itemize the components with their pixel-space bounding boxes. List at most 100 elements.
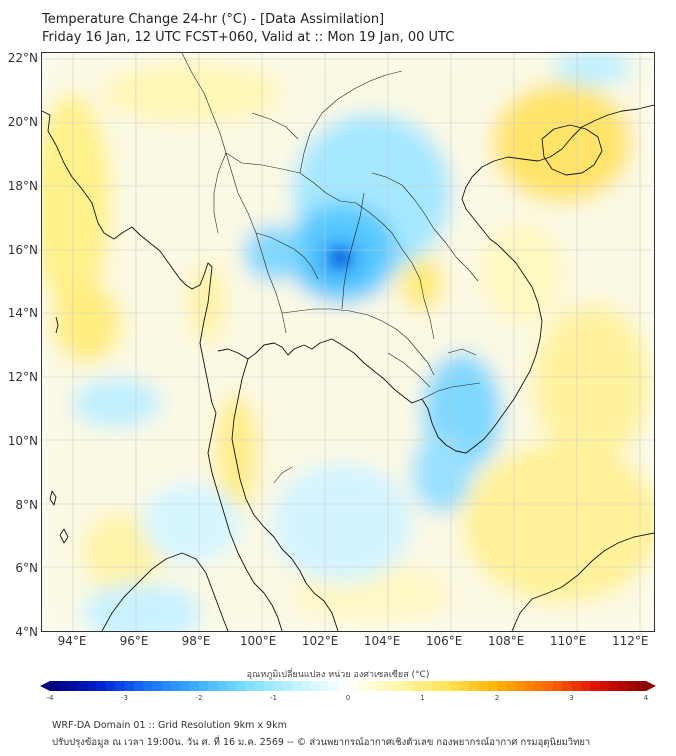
coastlines: [42, 104, 654, 631]
lon-tick-label: 96°E: [119, 634, 149, 648]
colorbar-segment: [226, 681, 237, 691]
colorbar-segment: [459, 681, 470, 691]
colorbar-segment: [105, 681, 116, 691]
colorbar-min-arrow: [40, 681, 50, 691]
colorbar-tick-label: -4: [46, 694, 54, 702]
colorbar-segment: [385, 681, 396, 691]
colorbar-segment: [599, 681, 610, 691]
map-subtitle: Friday 16 Jan, 12 UTC FCST+060, Valid at…: [42, 30, 455, 45]
colorbar-tick-label: 2: [494, 694, 500, 702]
colorbar-segment: [320, 681, 330, 691]
colorbar-segment: [618, 681, 628, 691]
graticule: [42, 53, 654, 631]
colorbar-segment: [208, 681, 219, 691]
colorbar-tick-label: 3: [569, 694, 574, 702]
colorbar-segment: [171, 681, 181, 691]
lat-tick-label: 20°N: [7, 115, 38, 130]
admin-borders: [181, 53, 481, 484]
lat-tick-label: 22°N: [7, 51, 38, 66]
colorbar-segment: [87, 681, 98, 691]
colorbar-segment: [152, 681, 163, 691]
colorbar-segment: [357, 681, 368, 691]
lat-tick-label: 6°N: [15, 561, 38, 576]
colorbar-segment: [236, 681, 247, 691]
colorbar-segment: [590, 681, 600, 691]
colorbar-segment: [338, 681, 349, 691]
colorbar-segment: [301, 681, 312, 691]
colorbar-segment: [534, 681, 545, 691]
colorbar-segment: [254, 681, 265, 691]
lat-tick-label: 8°N: [15, 497, 38, 512]
colorbar-segment: [469, 681, 479, 691]
colorbar-segment: [115, 681, 125, 691]
colorbar-segment: [310, 681, 321, 691]
colorbar-segment: [478, 681, 489, 691]
colorbar-segment: [608, 681, 619, 691]
colorbar-segment: [497, 681, 507, 691]
colorbar-max-arrow: [646, 681, 656, 691]
lat-tick-label: 16°N: [7, 242, 38, 257]
colorbar-segment: [562, 681, 572, 691]
colorbar-segment: [543, 681, 554, 691]
lat-tick-label: 18°N: [7, 178, 38, 193]
temperature-field: [42, 53, 654, 631]
colorbar-segment: [77, 681, 88, 691]
lat-tick-label: 12°N: [7, 370, 38, 385]
lon-tick-label: 94°E: [57, 634, 87, 648]
colorbar-segment: [264, 681, 274, 691]
colorbar-segment: [133, 681, 144, 691]
lon-tick-label: 102°E: [301, 634, 339, 648]
lat-tick-label: 14°N: [7, 306, 38, 321]
colorbar-segment: [217, 681, 228, 691]
colorbar-segment: [515, 681, 526, 691]
colorbar-segment: [329, 681, 340, 691]
colorbar-segment: [441, 681, 451, 691]
colorbar-segment: [506, 681, 517, 691]
colorbar-tick-label: -3: [121, 694, 128, 702]
colorbar-segment: [161, 681, 172, 691]
colorbar-segment: [50, 681, 60, 691]
colorbar-segment: [245, 681, 256, 691]
colorbar-segment: [413, 681, 423, 691]
colorbar-segment: [189, 681, 200, 691]
lat-tick-label: 4°N: [15, 625, 38, 639]
map-title: Temperature Change 24-hr (°C) - [Data As…: [42, 12, 385, 27]
colorbar-segment: [524, 681, 535, 691]
colorbar-tick-label: 0: [345, 694, 351, 702]
colorbar: [40, 681, 656, 691]
colorbar-tick-label: 4: [643, 694, 649, 702]
lon-tick-label: 110°E: [549, 634, 587, 648]
temperature-map: [42, 53, 654, 631]
lon-tick-label: 112°E: [611, 634, 649, 648]
colorbar-segment: [366, 681, 377, 691]
lon-tick-label: 104°E: [363, 634, 401, 648]
colorbar-tick-label: 1: [420, 694, 425, 702]
colorbar-segment: [180, 681, 191, 691]
lon-tick-label: 106°E: [425, 634, 463, 648]
colorbar-segment: [96, 681, 107, 691]
colorbar-segment: [394, 681, 405, 691]
colorbar-segment: [552, 681, 563, 691]
footer-model-info: WRF-DA Domain 01 :: Grid Resolution 9km …: [52, 720, 287, 731]
colorbar-tick-label: -2: [195, 694, 203, 702]
colorbar-tick-label: -1: [270, 694, 277, 702]
colorbar-segment: [636, 681, 647, 691]
colorbar-segment: [431, 681, 442, 691]
colorbar-segment: [450, 681, 461, 691]
colorbar-segment: [487, 681, 498, 691]
footer-credit: ปรับปรุงข้อมูล ณ เวลา 19:00น. วัน ศ. ที่…: [52, 737, 591, 748]
colorbar-segment: [403, 681, 414, 691]
colorbar-segment: [282, 681, 293, 691]
colorbar-segment: [580, 681, 591, 691]
colorbar-segment: [273, 681, 284, 691]
map-panel: [41, 52, 655, 632]
colorbar-title: อุณหภูมิเปลี่ยนแปลง หน่วย องศาเซลเซียส (…: [246, 670, 430, 680]
colorbar-segment: [59, 681, 70, 691]
colorbar-segment: [292, 681, 302, 691]
colorbar-segment: [124, 681, 135, 691]
colorbar-segment: [199, 681, 209, 691]
lon-tick-label: 100°E: [239, 634, 277, 648]
colorbar-segment: [143, 681, 153, 691]
colorbar-segment: [348, 681, 358, 691]
colorbar-segment: [571, 681, 582, 691]
